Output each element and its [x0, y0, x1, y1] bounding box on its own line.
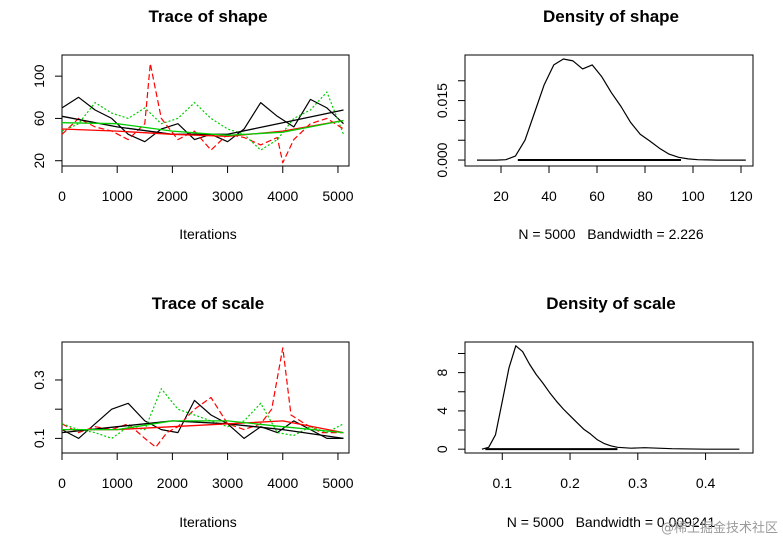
x-tick-label: 80 — [637, 188, 653, 204]
x-tick-label: 5000 — [322, 475, 353, 491]
series-group — [477, 58, 746, 162]
watermark: @稀土掘金技术社区 — [661, 520, 778, 536]
x-tick-label: 100 — [681, 188, 705, 204]
panel-density-shape: Density of shape 20 40 60 80 100 120 0.000 0.01… — [434, 7, 754, 242]
axis-ticks: 0 1000 2000 3000 4000 5000 0.1 0.3 — [31, 370, 354, 491]
chart-title: Density of scale — [546, 294, 675, 313]
x-tick-label: 3000 — [212, 188, 243, 204]
density-curve — [477, 58, 746, 161]
y-tick-label: 8 — [434, 369, 450, 377]
x-tick-label: 1000 — [102, 188, 133, 204]
x-tick-label: 60 — [589, 188, 605, 204]
y-tick-label: 60 — [31, 110, 47, 126]
x-tick-label: 2000 — [157, 475, 188, 491]
density-curve — [481, 345, 740, 450]
x-tick-label: 0.3 — [628, 475, 648, 491]
axis-ticks: 0 1000 2000 3000 4000 5000 20 60 100 — [31, 64, 354, 204]
x-tick-label: 0 — [58, 475, 66, 491]
x-tick-label: 40 — [541, 188, 557, 204]
smooth-line — [61, 119, 344, 138]
chart-title: Trace of shape — [148, 7, 267, 26]
panel-density-scale: Density of scale 0.1 0.2 0.3 0.4 0 4 8 N = 500… — [434, 294, 754, 530]
y-tick-label: 0.000 — [434, 142, 450, 177]
y-tick-label: 0.015 — [434, 83, 450, 118]
y-tick-label: 4 — [434, 407, 450, 415]
chain-line — [61, 388, 344, 439]
axis-ticks: 0.1 0.2 0.3 0.4 0 4 8 — [434, 352, 716, 491]
x-axis-label: Iterations — [179, 226, 237, 242]
x-axis-label: N = 5000 Bandwidth = 2.226 — [518, 226, 703, 242]
plot-frame — [464, 341, 754, 454]
y-tick-label: 0.3 — [31, 370, 47, 390]
chain-line — [61, 347, 344, 448]
y-tick-label: 100 — [31, 64, 47, 88]
series-group — [61, 347, 344, 448]
x-tick-label: 20 — [493, 188, 509, 204]
plot-frame — [61, 54, 350, 167]
plot-frame — [464, 54, 754, 167]
series-group — [61, 62, 345, 164]
chain-line — [61, 91, 345, 151]
smooth-line — [61, 109, 344, 135]
smooth-line — [61, 119, 344, 136]
chart-title: Density of shape — [543, 7, 679, 26]
series-group — [481, 345, 740, 451]
x-tick-label: 4000 — [267, 475, 298, 491]
x-tick-label: 4000 — [267, 188, 298, 204]
panel-trace-scale: Trace of scale 0 1000 2000 3000 4000 50000.10… — [31, 294, 354, 530]
smooth-line — [62, 420, 344, 434]
y-tick-label: 0 — [434, 445, 450, 453]
chain-line — [61, 62, 344, 164]
chart-title: Trace of scale — [152, 294, 264, 313]
x-tick-label: 1000 — [102, 475, 133, 491]
x-tick-label: 0 — [58, 188, 66, 204]
x-tick-label: 5000 — [322, 188, 353, 204]
y-tick-label: 0.1 — [31, 428, 47, 448]
x-tick-label: 3000 — [212, 475, 243, 491]
y-tick-label: 20 — [31, 153, 47, 169]
panel-trace-shape: Trace of shape 0 1000 2000 3000 4000 5000 20 60… — [31, 7, 354, 242]
x-tick-label: 0.1 — [493, 475, 513, 491]
x-tick-label: 120 — [729, 188, 753, 204]
smooth-line — [61, 420, 344, 440]
axis-ticks: 20 40 60 80 100 120 0.000 0.015 — [434, 80, 753, 204]
chain-line — [61, 96, 344, 143]
x-axis-label: Iterations — [179, 514, 237, 530]
chain-line — [61, 399, 344, 439]
x-tick-label: 2000 — [157, 188, 188, 204]
x-axis-label: N = 5000 Bandwidth = 0.009241 — [507, 514, 716, 530]
x-tick-label: 0.2 — [560, 475, 580, 491]
x-tick-label: 0.4 — [696, 475, 716, 491]
